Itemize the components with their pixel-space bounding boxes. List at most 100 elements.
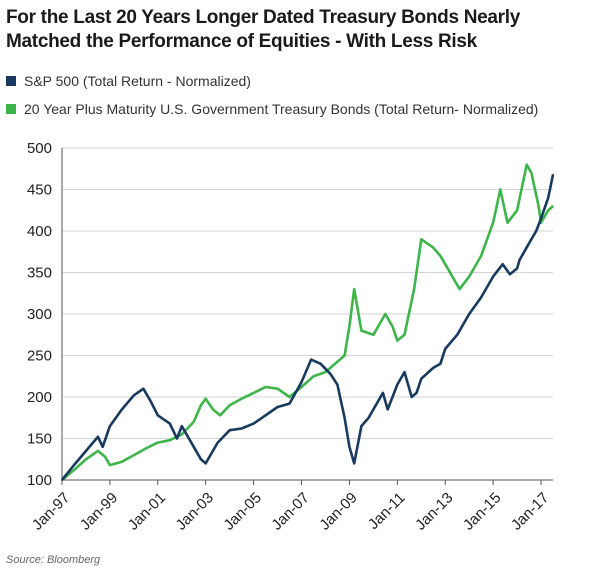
treasury-point (312, 375, 315, 378)
sp500-point (439, 363, 442, 365)
treasury-point (97, 450, 99, 452)
treasury-point (133, 454, 135, 456)
treasury-point (109, 464, 111, 466)
sp500-point (396, 383, 399, 386)
treasury-point (372, 334, 375, 336)
treasury-point (85, 458, 87, 461)
treasury-point (432, 246, 435, 249)
sp500-point (252, 422, 255, 425)
sp500-point (61, 479, 63, 481)
sp500-point (382, 392, 384, 394)
series-group (60, 163, 555, 481)
sp500-point (176, 437, 178, 440)
legend-swatch-treasury (6, 104, 16, 114)
treasury-point (499, 188, 502, 191)
legend: S&P 500 (Total Return - Normalized) 20 Y… (6, 70, 538, 126)
treasury-point (353, 288, 356, 290)
sp500-point (528, 242, 530, 245)
sp500-point (181, 425, 183, 427)
sp500-point (518, 259, 521, 261)
x-axis: Jan-97 Jan-99 Jan-01 Jan-03 Jan-05 Jan-07 Jan-… (29, 148, 553, 534)
treasury-point (324, 371, 327, 373)
treasury-point (334, 363, 336, 365)
sp500-point (228, 429, 231, 432)
treasury-point (391, 325, 394, 328)
y-tick-label: 100 (27, 472, 52, 489)
treasury-point (276, 387, 279, 390)
treasury-point (121, 460, 123, 463)
sp500-point (360, 425, 363, 427)
y-tick-label: 450 (27, 182, 52, 199)
treasury-point (537, 205, 540, 207)
sp500-point (133, 394, 135, 397)
sp500-point (300, 381, 303, 383)
sp500-point (367, 417, 370, 419)
treasury-point (348, 325, 351, 328)
sp500-point (149, 400, 152, 402)
x-tick-label: Jan-13 (412, 489, 456, 533)
treasury-point (525, 163, 528, 166)
source-note: Source: Bloomberg (6, 554, 101, 566)
sp500-point (509, 273, 511, 276)
legend-label-treasury: 20 Year Plus Maturity U.S. Government Tr… (24, 101, 539, 117)
sp500-point (216, 441, 219, 444)
gridlines (62, 147, 553, 481)
y-tick-label: 350 (27, 265, 52, 282)
treasury-point (458, 288, 461, 290)
treasury-point (506, 221, 509, 224)
treasury-point (192, 421, 195, 423)
treasury-point (157, 441, 159, 444)
x-tick-label: Jan-15 (460, 489, 504, 533)
legend-item-treasury: 20 Year Plus Maturity U.S. Government Tr… (6, 98, 538, 120)
x-tick-label: Jan-97 (29, 489, 73, 533)
treasury-point (360, 329, 363, 332)
sp500-point (552, 173, 554, 176)
treasury-point (300, 386, 303, 388)
treasury-point (420, 238, 423, 241)
sp500-point (85, 450, 87, 452)
treasury-point (219, 414, 221, 417)
treasury-point (552, 205, 554, 207)
sp500-point (97, 436, 99, 438)
treasury-point (396, 339, 399, 342)
sp500-point (456, 334, 459, 336)
treasury-point (228, 404, 231, 407)
sp500-point (240, 427, 243, 430)
y-tick-label: 300 (27, 306, 52, 323)
y-tick-label: 500 (27, 140, 52, 157)
sp500-point (480, 296, 482, 299)
series-line-sp500 (60, 174, 555, 481)
treasury-point (252, 392, 255, 394)
x-tick-label: Jan-11 (365, 489, 409, 533)
sp500-point (276, 406, 279, 408)
x-tick-label: Jan-03 (173, 489, 217, 533)
x-tick-label: Jan-01 (125, 489, 169, 533)
treasury-point (204, 397, 207, 400)
sp500-point (264, 414, 267, 417)
series-line-treasury (61, 163, 554, 481)
sp500-point (142, 387, 145, 390)
sp500-point (348, 446, 351, 448)
legend-swatch-sp500 (6, 76, 16, 86)
sp500-point (386, 408, 389, 411)
treasury-point (264, 386, 267, 388)
sp500-point (343, 417, 346, 419)
y-tick-label: 200 (27, 389, 52, 406)
treasury-point (444, 263, 447, 266)
sp500-point (319, 363, 322, 365)
legend-item-sp500: S&P 500 (Total Return - Normalized) (6, 70, 538, 92)
sp500-point (169, 422, 171, 425)
treasury-point (104, 456, 106, 458)
treasury-point (343, 354, 346, 357)
sp500-point (492, 275, 494, 278)
treasury-point (145, 447, 147, 450)
sp500-point (516, 267, 518, 270)
treasury-point (413, 288, 415, 290)
y-tick-label: 400 (27, 223, 52, 240)
x-tick-label: Jan-99 (77, 489, 121, 533)
sp500-point (444, 348, 447, 350)
treasury-point (212, 408, 214, 411)
treasury-point (403, 334, 406, 336)
sp500-point (310, 358, 312, 361)
